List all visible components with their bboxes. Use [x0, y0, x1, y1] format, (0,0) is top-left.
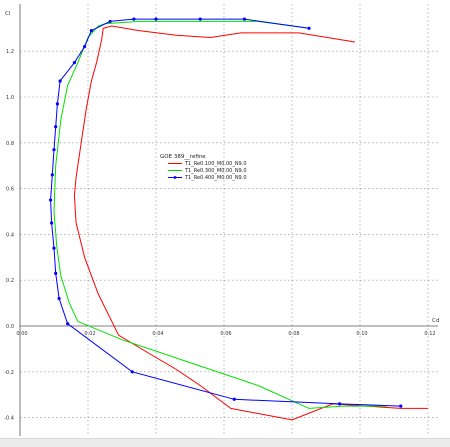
y-tick-label: 1.0	[6, 95, 14, 101]
series-group	[49, 17, 403, 408]
y-tick-label: 0.0	[6, 324, 14, 330]
data-point	[54, 271, 58, 275]
legend-entry: T1_Re0.100_M0.00_N9.0	[184, 161, 247, 167]
legend-title: GOE 389__refine	[160, 154, 206, 160]
data-point	[50, 173, 54, 177]
x-tick-label: 0.10	[356, 331, 367, 337]
data-point	[66, 322, 70, 326]
y-tick-label: 0.6	[6, 187, 14, 193]
data-point	[52, 246, 56, 250]
tick-labels: 0.00 0.02 0.04 0.06 0.08 0.10 0.12 -0.4 -0.2 0.0 0…	[4, 49, 435, 421]
series-group	[73, 25, 428, 421]
legend-entry: T1_Re0.300_M0.00_N9.0	[184, 168, 247, 174]
x-tick-label: 0.04	[152, 331, 163, 337]
y-tick-label: -0.4	[4, 416, 14, 422]
series-group	[53, 20, 388, 409]
data-point	[89, 28, 93, 33]
y-tick-label: 0.4	[6, 232, 14, 238]
y-axis-label: Cl	[5, 11, 11, 17]
series-line	[73, 25, 428, 421]
x-tick-label: 0.12	[424, 331, 435, 337]
legend-entry: T1_Re0.400_M0.00_N9.0	[184, 175, 247, 181]
data-point	[83, 45, 87, 49]
status-strip	[0, 438, 450, 447]
data-point	[50, 221, 54, 225]
axes	[19, 4, 438, 436]
grid	[20, 4, 438, 436]
data-point	[338, 402, 342, 406]
data-point	[232, 397, 236, 401]
data-point	[49, 198, 53, 202]
series-line	[53, 20, 388, 409]
x-tick-label: 0.00	[16, 331, 27, 337]
x-tick-label: 0.08	[288, 331, 299, 337]
x-tick-label: 0.02	[84, 331, 95, 337]
y-tick-label: 0.8	[6, 141, 14, 147]
plot-panel: 0.00 0.02 0.04 0.06 0.08 0.10 0.12 -0.4 -0.2 0.0 0…	[0, 0, 450, 438]
polar-chart: 0.00 0.02 0.04 0.06 0.08 0.10 0.12 -0.4 -0.2 0.0 0…	[4, 4, 439, 436]
series-line	[50, 18, 401, 407]
legend: GOE 389__refine T1_Re0.100_M0.00_N9.0T1_…	[160, 154, 247, 181]
data-point	[132, 17, 136, 21]
data-point	[307, 26, 311, 30]
data-point	[72, 61, 76, 65]
y-tick-label: -0.2	[4, 370, 14, 376]
data-point	[55, 102, 60, 106]
data-point	[242, 17, 246, 21]
data-point	[57, 296, 61, 301]
y-tick-label: 1.2	[6, 49, 14, 55]
series-layer	[49, 17, 428, 421]
legend-marker	[173, 176, 177, 179]
data-point	[54, 125, 58, 129]
x-axis-label: Cd	[432, 318, 439, 324]
x-tick-label: 0.06	[220, 331, 231, 337]
y-tick-label: 0.2	[6, 278, 14, 284]
data-point	[198, 17, 202, 21]
data-point	[108, 19, 112, 24]
data-point	[154, 17, 158, 21]
legend-items: T1_Re0.100_M0.00_N9.0T1_Re0.300_M0.00_N9…	[168, 161, 247, 181]
data-point	[58, 79, 62, 83]
data-point	[52, 148, 56, 152]
data-point	[130, 370, 134, 374]
data-point	[399, 404, 403, 408]
